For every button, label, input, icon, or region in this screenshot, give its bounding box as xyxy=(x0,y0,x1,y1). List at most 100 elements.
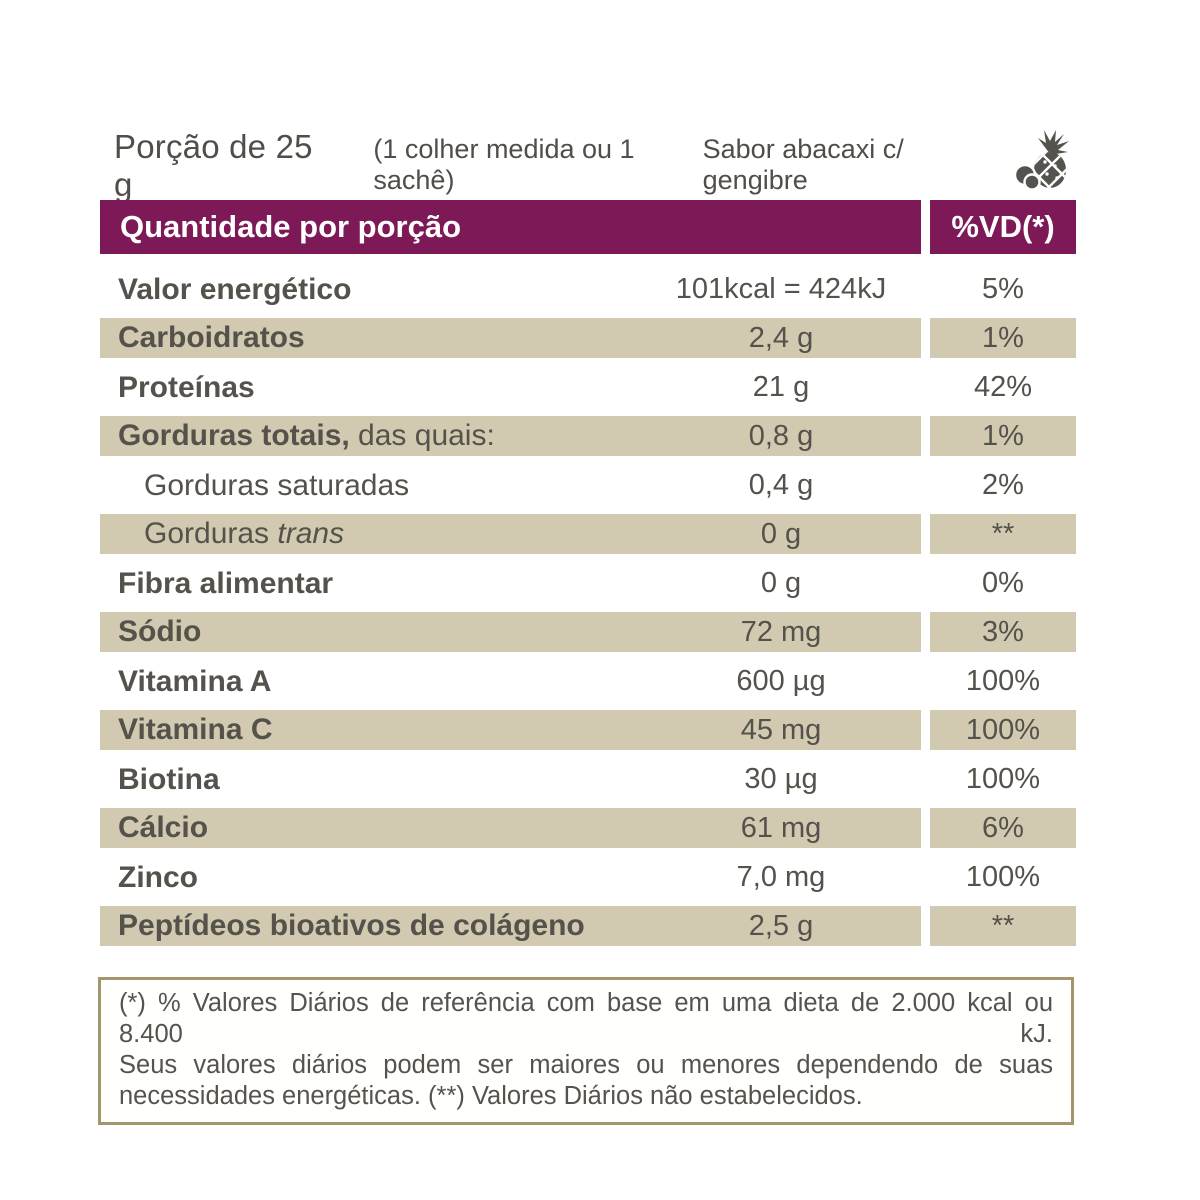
column-divider xyxy=(921,804,930,853)
nutrient-amount: 0 g xyxy=(760,517,802,550)
table-row: Vitamina A 600 µg 100% xyxy=(100,657,1076,706)
nutrient-cell: Vitamina A 600 µg xyxy=(100,657,921,706)
nutrient-cell: Valor energético 101kcal = 424kJ xyxy=(100,265,921,314)
column-divider xyxy=(921,200,930,254)
nutrient-cell: Proteínas 21 g xyxy=(100,363,921,412)
table-row: Peptídeos bioativos de colágeno 2,5 g ** xyxy=(100,902,1076,951)
table-header: Quantidade por porção %VD(*) xyxy=(100,200,1076,254)
nutrient-label-part: Sódio xyxy=(118,615,202,648)
nutrient-cell: Gorduras saturadas 0,4 g xyxy=(100,461,921,510)
footnote-line: (*) % Valores Diários de referência com … xyxy=(119,989,1053,1048)
nutrient-amount: 0 g xyxy=(760,567,802,599)
label-content: Porção de 25 g (1 colher medida ou 1 sac… xyxy=(98,128,1076,1125)
nutrient-label: Vitamina A xyxy=(100,665,641,699)
nutrient-label-part: Peptídeos bioativos de colágeno xyxy=(118,909,585,942)
nutrient-amount: 101kcal = 424kJ xyxy=(675,273,887,305)
pineapple-ginger-icon xyxy=(1012,128,1076,194)
daily-value-percent: 100% xyxy=(965,763,1041,795)
nutrient-label: Gorduras trans xyxy=(100,517,641,551)
nutrient-label-part: trans xyxy=(277,517,345,550)
daily-value-percent: 42% xyxy=(973,371,1033,403)
daily-value-percent: ** xyxy=(930,902,1076,951)
nutrient-label-part: Gorduras xyxy=(144,517,278,550)
nutrient-label-part: Gorduras totais, xyxy=(118,419,350,452)
nutrient-label-part: Fibra alimentar xyxy=(118,566,334,600)
nutrient-cell: Zinco 7,0 mg xyxy=(100,853,921,902)
nutrient-amount: 2,5 g xyxy=(748,909,814,942)
nutrient-label-part: Proteínas xyxy=(118,370,255,404)
nutrient-cell: Fibra alimentar 0 g xyxy=(100,559,921,608)
table-row: Valor energético 101kcal = 424kJ 5% xyxy=(100,265,1076,314)
column-divider xyxy=(921,657,930,706)
column-divider xyxy=(921,755,930,804)
table-row: Sódio 72 mg 3% xyxy=(100,608,1076,657)
nutrient-cell: Gorduras totais, das quais: 0,8 g xyxy=(100,412,921,461)
column-divider xyxy=(921,461,930,510)
nutrient-label: Zinco xyxy=(100,861,641,895)
nutrient-label-part: das quais: xyxy=(349,419,495,452)
nutrient-label: Fibra alimentar xyxy=(100,567,641,601)
nutrient-label-part: Carboidratos xyxy=(118,321,305,354)
daily-value-percent: 2% xyxy=(982,469,1024,501)
column-divider xyxy=(921,902,930,951)
nutrient-amount: 0,4 g xyxy=(748,469,814,501)
column-divider xyxy=(921,853,930,902)
daily-value-percent: 100% xyxy=(965,861,1041,893)
table-header-quantity: Quantidade por porção xyxy=(100,200,921,254)
column-divider xyxy=(921,412,930,461)
daily-values-footnote: (*) % Valores Diários de referência com … xyxy=(98,977,1074,1125)
table-row: Fibra alimentar 0 g 0% xyxy=(100,559,1076,608)
nutrient-amount: 7,0 mg xyxy=(736,861,826,893)
footnote-line: necessidades energéticas. (**) Valores D… xyxy=(119,1082,863,1110)
nutrient-label: Carboidratos xyxy=(100,321,641,355)
table-header-dv: %VD(*) xyxy=(930,200,1076,254)
table-row: Zinco 7,0 mg 100% xyxy=(100,853,1076,902)
nutrient-cell: Biotina 30 µg xyxy=(100,755,921,804)
nutrient-label-part: Gorduras saturadas xyxy=(144,468,410,502)
nutrient-label-part: Zinco xyxy=(118,860,198,894)
column-divider xyxy=(921,314,930,363)
column-divider xyxy=(921,608,930,657)
nutrient-amount: 21 g xyxy=(752,371,810,403)
daily-value-percent: 6% xyxy=(930,804,1076,853)
nutrient-amount: 0,8 g xyxy=(748,419,814,452)
daily-value-percent: 5% xyxy=(982,273,1024,305)
footnote-line: Seus valores diários podem ser maiores o… xyxy=(119,1051,1053,1079)
nutrient-label: Gorduras totais, das quais: xyxy=(100,419,641,453)
daily-value-percent: 100% xyxy=(965,665,1041,697)
serving-header: Porção de 25 g (1 colher medida ou 1 sac… xyxy=(100,128,1076,203)
nutrient-label-part: Valor energético xyxy=(118,272,352,306)
nutrient-label: Proteínas xyxy=(100,371,641,405)
nutrient-label: Vitamina C xyxy=(100,713,641,747)
nutrient-cell: Gorduras trans 0 g xyxy=(100,510,921,559)
nutrient-label-part: Cálcio xyxy=(118,811,209,844)
table-row: Cálcio 61 mg 6% xyxy=(100,804,1076,853)
nutrient-label: Biotina xyxy=(100,763,641,797)
table-row: Biotina 30 µg 100% xyxy=(100,755,1076,804)
nutrient-amount: 61 mg xyxy=(740,811,822,844)
column-divider xyxy=(921,559,930,608)
daily-value-percent: 100% xyxy=(930,706,1076,755)
nutrient-cell: Peptídeos bioativos de colágeno 2,5 g xyxy=(100,902,921,951)
nutrient-label: Cálcio xyxy=(100,811,641,845)
nutrient-label-part: Vitamina A xyxy=(118,664,272,698)
nutrient-label: Valor energético xyxy=(100,273,641,307)
nutrient-label: Gorduras saturadas xyxy=(100,469,641,503)
nutrient-label: Sódio xyxy=(100,615,641,649)
nutrient-label-part: Biotina xyxy=(118,762,220,796)
nutrient-amount: 2,4 g xyxy=(748,321,814,354)
column-divider xyxy=(921,706,930,755)
flavor-label: Sabor abacaxi c/ gengibre xyxy=(702,134,904,195)
table-row: Proteínas 21 g 42% xyxy=(100,363,1076,412)
nutrient-cell: Cálcio 61 mg xyxy=(100,804,921,853)
nutrient-amount: 72 mg xyxy=(740,615,822,648)
table-row: Gorduras totais, das quais: 0,8 g 1% xyxy=(100,412,1076,461)
daily-value-percent: 1% xyxy=(930,314,1076,363)
nutrient-cell: Sódio 72 mg xyxy=(100,608,921,657)
daily-value-percent: ** xyxy=(930,510,1076,559)
column-divider xyxy=(921,363,930,412)
nutrient-amount: 45 mg xyxy=(740,713,822,746)
column-divider xyxy=(921,265,930,314)
daily-value-percent: 3% xyxy=(930,608,1076,657)
